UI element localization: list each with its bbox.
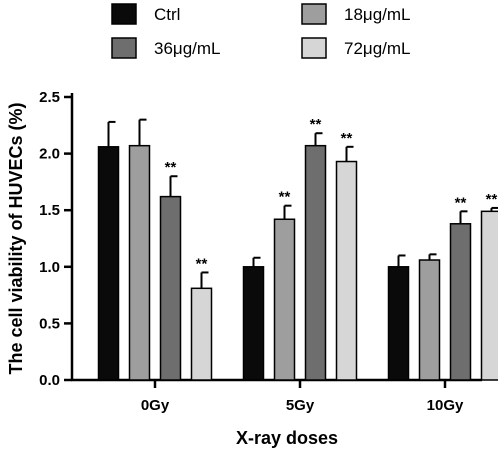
legend-label: 36μg/mL bbox=[154, 39, 221, 58]
legend-swatch bbox=[301, 3, 327, 25]
y-tick-label: 1.0 bbox=[39, 259, 60, 276]
significance-label: ** bbox=[341, 130, 353, 147]
bar bbox=[128, 144, 151, 381]
bar bbox=[97, 146, 120, 381]
bar bbox=[387, 266, 410, 381]
y-tick-label: 2.0 bbox=[39, 146, 60, 163]
significance-label: ** bbox=[486, 191, 498, 208]
bar bbox=[242, 266, 265, 381]
x-tick-label: 10Gy bbox=[427, 397, 464, 414]
y-tick-label: 1.5 bbox=[39, 202, 60, 219]
significance-label: ** bbox=[279, 189, 291, 206]
bar bbox=[273, 218, 296, 381]
legend-swatch bbox=[301, 37, 327, 59]
significance-label: ** bbox=[455, 194, 467, 211]
significance-label: ** bbox=[196, 255, 208, 272]
x-axis-title: X-ray doses bbox=[236, 428, 338, 448]
y-tick-label: 2.5 bbox=[39, 89, 60, 106]
legend-label: Ctrl bbox=[154, 5, 180, 24]
y-tick-label: 0.5 bbox=[39, 315, 60, 332]
bar bbox=[418, 259, 441, 381]
legend-label: 18μg/mL bbox=[344, 5, 411, 24]
y-axis-title: The cell viability of HUVECs (%) bbox=[6, 102, 26, 374]
bar bbox=[190, 287, 213, 381]
legend-label: 72μg/mL bbox=[344, 39, 411, 58]
significance-label: ** bbox=[165, 159, 177, 176]
y-tick-label: 0.0 bbox=[39, 372, 60, 389]
x-tick-label: 5Gy bbox=[286, 397, 315, 414]
x-tick-label: 0Gy bbox=[141, 397, 170, 414]
legend-swatch bbox=[111, 37, 137, 59]
bar bbox=[480, 210, 498, 381]
legend-swatch bbox=[111, 3, 137, 25]
bar bbox=[449, 223, 472, 381]
bar bbox=[304, 144, 327, 381]
bar bbox=[159, 195, 182, 381]
legend: Ctrl 18μg/mL 36μg/mL 72μg/mL bbox=[111, 3, 411, 59]
bar bbox=[335, 160, 358, 381]
significance-label: ** bbox=[310, 116, 322, 133]
bars-group: ** ** ** ** ** ** ** bbox=[97, 116, 498, 381]
